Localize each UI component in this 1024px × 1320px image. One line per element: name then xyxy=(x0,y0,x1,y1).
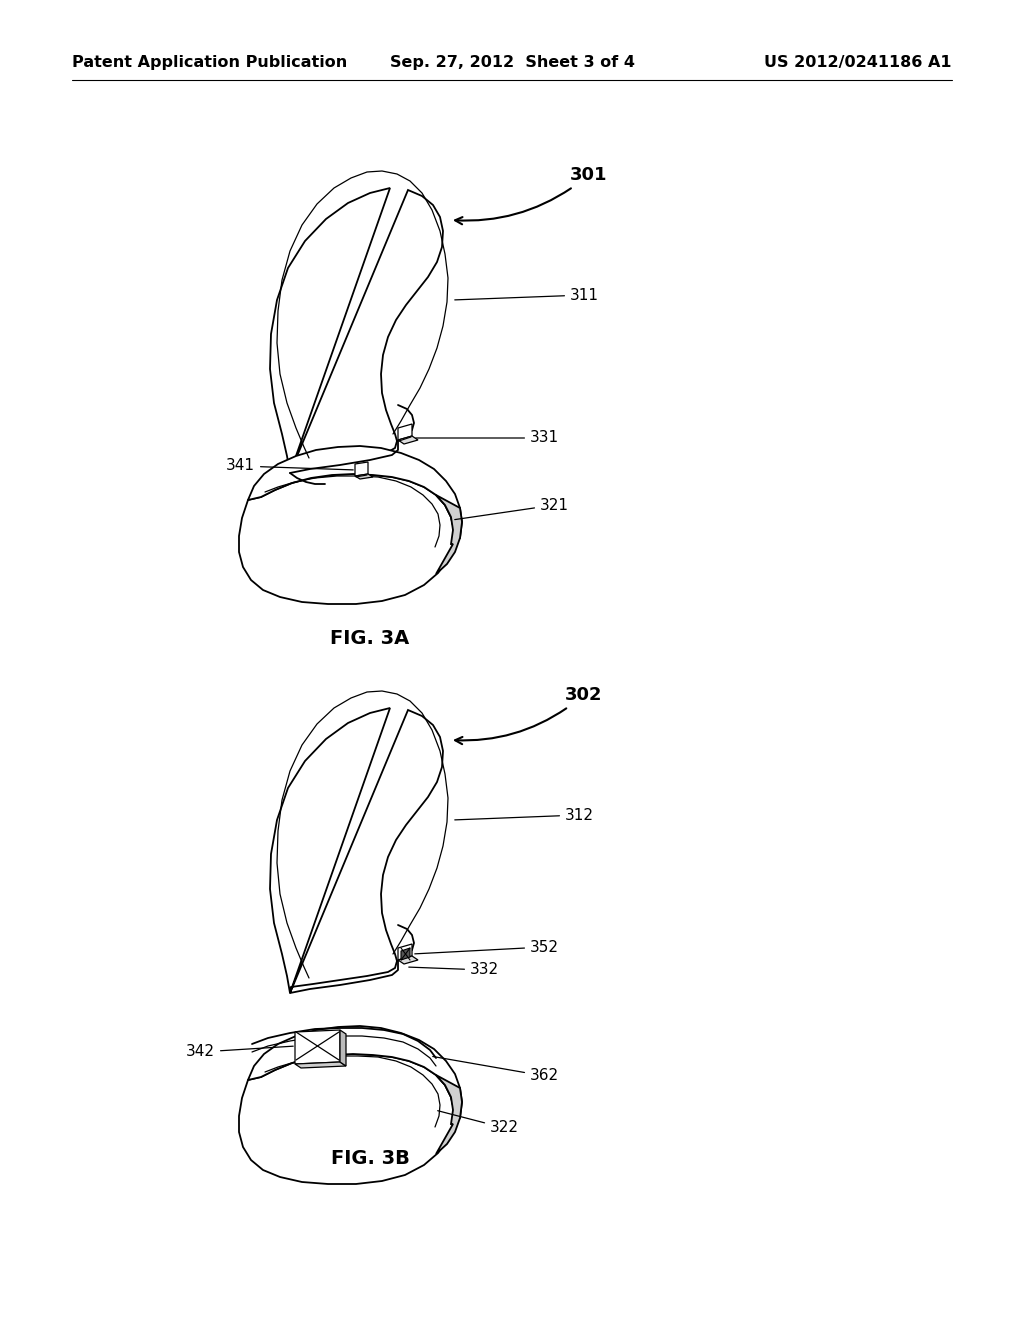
Polygon shape xyxy=(398,436,418,444)
Polygon shape xyxy=(295,1063,346,1068)
Polygon shape xyxy=(401,948,410,960)
Polygon shape xyxy=(270,187,443,473)
Text: 301: 301 xyxy=(455,166,607,224)
Polygon shape xyxy=(436,1074,462,1154)
Text: Patent Application Publication: Patent Application Publication xyxy=(72,54,347,70)
Text: 311: 311 xyxy=(455,288,599,302)
Text: FIG. 3A: FIG. 3A xyxy=(331,628,410,648)
Text: 352: 352 xyxy=(415,940,559,954)
Polygon shape xyxy=(270,708,443,993)
Polygon shape xyxy=(436,495,462,574)
Polygon shape xyxy=(239,1053,454,1184)
Text: 312: 312 xyxy=(455,808,594,822)
Polygon shape xyxy=(398,424,412,440)
Text: 332: 332 xyxy=(409,962,499,978)
Text: 362: 362 xyxy=(433,1056,559,1084)
Text: 321: 321 xyxy=(455,498,569,520)
Polygon shape xyxy=(340,1030,346,1067)
Text: 331: 331 xyxy=(416,430,559,446)
Text: US 2012/0241186 A1: US 2012/0241186 A1 xyxy=(765,54,952,70)
Polygon shape xyxy=(398,944,412,960)
Text: 342: 342 xyxy=(186,1044,293,1060)
Polygon shape xyxy=(239,474,454,605)
Polygon shape xyxy=(398,956,418,964)
Text: 302: 302 xyxy=(455,686,602,744)
Text: 341: 341 xyxy=(226,458,353,474)
Polygon shape xyxy=(355,462,368,477)
Text: 322: 322 xyxy=(437,1110,519,1135)
Polygon shape xyxy=(355,474,373,479)
Polygon shape xyxy=(248,446,462,544)
Polygon shape xyxy=(248,1026,462,1125)
Text: Sep. 27, 2012  Sheet 3 of 4: Sep. 27, 2012 Sheet 3 of 4 xyxy=(389,54,635,70)
Text: FIG. 3B: FIG. 3B xyxy=(331,1148,410,1167)
Polygon shape xyxy=(295,1030,340,1064)
